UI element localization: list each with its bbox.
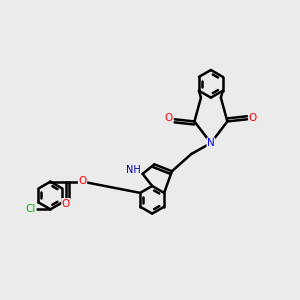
Text: O: O [78, 176, 87, 186]
Text: Cl: Cl [26, 204, 36, 214]
Text: O: O [62, 199, 70, 208]
Text: O: O [249, 113, 257, 123]
Text: N: N [207, 138, 215, 148]
Text: O: O [165, 113, 173, 123]
Text: NH: NH [126, 165, 140, 176]
